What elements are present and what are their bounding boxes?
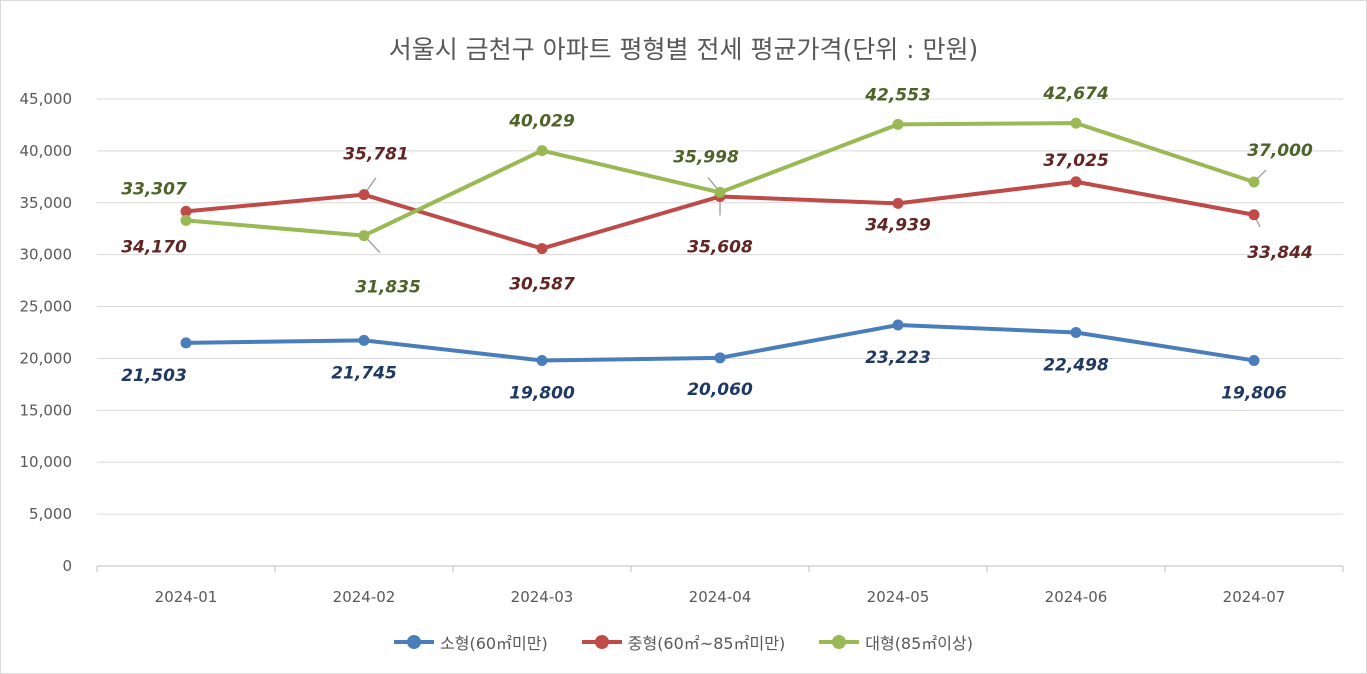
data-point-small <box>1248 354 1260 366</box>
data-label-medium: 34,170 <box>121 237 187 257</box>
data-label-small: 19,806 <box>1221 383 1287 403</box>
legend-marker-medium <box>581 635 622 649</box>
data-label-medium: 35,608 <box>687 237 753 257</box>
data-point-medium <box>1070 176 1082 188</box>
data-label-medium: 37,025 <box>1043 151 1109 171</box>
data-label-large: 33,307 <box>121 179 187 199</box>
legend-marker-large <box>819 635 860 649</box>
legend: 소형(60㎡미만) 중형(60㎡~85㎡미만) 대형(85㎡이상) <box>0 630 1367 654</box>
x-tick-label: 2024-01 <box>155 588 218 606</box>
data-point-medium <box>180 205 192 217</box>
data-point-small <box>536 355 548 367</box>
legend-marker-small <box>394 635 435 649</box>
data-label-small: 21,745 <box>331 363 397 383</box>
data-label-small: 19,800 <box>509 384 575 404</box>
data-label-large: 42,553 <box>864 85 931 105</box>
data-point-large <box>536 145 548 157</box>
legend-item-medium: 중형(60㎡~85㎡미만) <box>581 630 786 654</box>
data-point-small <box>358 334 370 346</box>
data-label-small: 21,503 <box>121 366 187 386</box>
data-point-medium <box>358 189 370 201</box>
y-tick-label: 25,000 <box>20 298 73 316</box>
x-tick-label: 2024-04 <box>689 588 752 606</box>
data-point-large <box>358 230 370 242</box>
data-label-large: 40,029 <box>508 112 575 132</box>
legend-item-large: 대형(85㎡이상) <box>819 630 973 654</box>
data-point-large <box>1070 117 1082 129</box>
data-point-small <box>892 319 904 331</box>
chart-title: 서울시 금천구 아파트 평형별 전세 평균가격(단위 : 만원) <box>388 35 979 64</box>
data-point-large <box>1248 176 1260 188</box>
data-label-small: 23,223 <box>865 348 931 368</box>
legend-item-small: 소형(60㎡미만) <box>394 630 548 654</box>
y-tick-label: 0 <box>62 557 72 575</box>
data-point-medium <box>892 197 904 209</box>
y-tick-label: 15,000 <box>20 401 73 419</box>
legend-label-large: 대형(85㎡이상) <box>865 634 973 653</box>
x-tick-label: 2024-07 <box>1223 588 1286 606</box>
x-tick-label: 2024-02 <box>333 588 396 606</box>
data-point-small <box>1070 327 1082 339</box>
data-point-small <box>714 352 726 364</box>
legend-label-small: 소형(60㎡미만) <box>440 634 548 653</box>
data-label-small: 22,498 <box>1043 356 1109 376</box>
data-label-large: 42,674 <box>1042 84 1109 104</box>
data-point-small <box>180 337 192 349</box>
x-tick-label: 2024-03 <box>511 588 574 606</box>
series-line-large <box>185 121 1255 238</box>
y-tick-label: 35,000 <box>20 194 73 212</box>
data-point-large <box>892 118 904 130</box>
y-tick-label: 45,000 <box>20 90 73 108</box>
y-tick-label: 10,000 <box>20 453 73 471</box>
x-tick-label: 2024-06 <box>1045 588 1108 606</box>
data-label-large: 31,835 <box>355 278 421 298</box>
data-label-medium: 33,844 <box>1247 243 1313 263</box>
data-point-large <box>714 186 726 198</box>
data-label-large: 35,998 <box>673 147 739 167</box>
data-label-large: 37,000 <box>1247 141 1313 161</box>
data-point-large <box>180 214 192 226</box>
data-point-medium <box>536 243 548 255</box>
y-tick-label: 20,000 <box>20 349 73 367</box>
y-tick-label: 5,000 <box>29 505 72 523</box>
data-label-medium: 34,939 <box>865 215 931 235</box>
data-label-medium: 35,781 <box>343 145 409 165</box>
y-tick-label: 30,000 <box>20 246 73 264</box>
x-tick-label: 2024-05 <box>867 588 930 606</box>
y-tick-label: 40,000 <box>20 142 73 160</box>
data-label-small: 20,060 <box>687 380 753 400</box>
data-label-medium: 30,587 <box>509 275 575 295</box>
legend-label-medium: 중형(60㎡~85㎡미만) <box>627 634 786 653</box>
data-point-medium <box>1248 209 1260 221</box>
